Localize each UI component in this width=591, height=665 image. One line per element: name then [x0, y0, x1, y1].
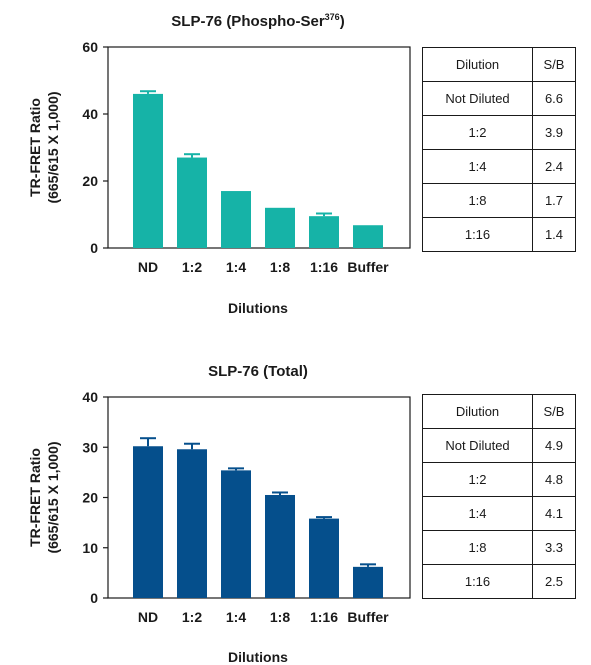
y-tick-label: 40: [82, 106, 98, 122]
x-tick-label: 1:2: [182, 609, 202, 625]
bar: [353, 225, 383, 248]
table-cell-sb: 1.7: [532, 183, 576, 218]
table-cell-sb: 4.8: [532, 462, 576, 497]
x-tick-label: ND: [138, 609, 158, 625]
bar: [265, 494, 295, 598]
chart-title: SLP-76 (Total): [208, 363, 308, 380]
table-header-sb: S/B: [532, 47, 576, 82]
x-tick-label: 1:8: [270, 609, 290, 625]
bar: [309, 216, 339, 248]
table-row: 1:8 3.3: [422, 530, 576, 565]
x-tick-label: 1:16: [310, 259, 338, 275]
y-axis-label-line1: TR-FRET Ratio: [27, 98, 43, 197]
table-row: 1:16 2.5: [422, 564, 576, 599]
table-cell-sb: 3.3: [532, 530, 576, 565]
table-row: Not Diluted 6.6: [422, 81, 576, 116]
total-sb-table: Dilution S/B Not Diluted 4.9 1:2 4.8 1:4…: [422, 394, 576, 599]
bar: [265, 207, 295, 248]
table-cell-sb: 2.5: [532, 564, 576, 599]
y-tick-label: 10: [82, 540, 98, 556]
phospho-chart-panel: SLP-76 (Phospho-Ser376) 0 20 40 60 ND 1:2 1:4 1:…: [0, 0, 591, 330]
table-cell-dilution: 1:8: [422, 183, 533, 218]
x-tick-label: Buffer: [347, 259, 389, 275]
chart-title: SLP-76 (Phospho-Ser376): [171, 12, 344, 30]
bar: [177, 157, 207, 248]
table-row: 1:4 2.4: [422, 149, 576, 184]
table-cell-dilution: 1:8: [422, 530, 533, 565]
x-tick-label: 1:8: [270, 259, 290, 275]
table-header-row: Dilution S/B: [422, 394, 576, 429]
y-axis-label-line2: (665/615 X 1,000): [45, 91, 61, 203]
table-row: 1:4 4.1: [422, 496, 576, 531]
table-header-dilution: Dilution: [422, 47, 533, 82]
bar: [221, 191, 251, 248]
bar: [133, 93, 163, 249]
x-axis-label: Dilutions: [228, 649, 288, 665]
bar: [177, 449, 207, 598]
table-row: 1:8 1.7: [422, 183, 576, 218]
x-tick-label: 1:4: [226, 609, 246, 625]
table-cell-dilution: 1:4: [422, 496, 533, 531]
table-cell-dilution: Not Diluted: [422, 81, 533, 116]
x-tick-label: 1:4: [226, 259, 246, 275]
table-cell-dilution: 1:2: [422, 462, 533, 497]
table-cell-sb: 4.9: [532, 428, 576, 463]
y-tick-label: 60: [82, 39, 98, 55]
table-header-dilution: Dilution: [422, 394, 533, 429]
table-row: 1:2 3.9: [422, 115, 576, 150]
plot-frame: [107, 46, 411, 249]
y-tick-label: 20: [82, 490, 98, 506]
bar: [133, 446, 163, 598]
table-cell-dilution: 1:4: [422, 149, 533, 184]
bar: [221, 470, 251, 598]
y-tick-label: 30: [82, 439, 98, 455]
x-tick-label: 1:2: [182, 259, 202, 275]
y-tick-label: 0: [90, 590, 98, 606]
x-tick-label: ND: [138, 259, 158, 275]
x-tick-label: Buffer: [347, 609, 389, 625]
table-header-sb: S/B: [532, 394, 576, 429]
table-row: Not Diluted 4.9: [422, 428, 576, 463]
table-cell-sb: 1.4: [532, 217, 576, 252]
y-tick-label: 0: [90, 240, 98, 256]
x-axis-label: Dilutions: [228, 300, 288, 316]
total-chart-panel: SLP-76 (Total) 0 10 20 30 40 ND 1:2 1:4 1:8 1:16 Bu…: [0, 350, 591, 665]
y-axis-label-line1: TR-FRET Ratio: [27, 448, 43, 547]
table-cell-dilution: 1:16: [422, 564, 533, 599]
table-cell-dilution: 1:16: [422, 217, 533, 252]
table-row: 1:16 1.4: [422, 217, 576, 252]
y-tick-label: 40: [82, 389, 98, 405]
bar: [309, 518, 339, 598]
table-cell-sb: 3.9: [532, 115, 576, 150]
table-cell-sb: 6.6: [532, 81, 576, 116]
table-header-row: Dilution S/B: [422, 47, 576, 82]
table-cell-dilution: Not Diluted: [422, 428, 533, 463]
table-cell-dilution: 1:2: [422, 115, 533, 150]
x-tick-label: 1:16: [310, 609, 338, 625]
y-axis-label-line2: (665/615 X 1,000): [45, 441, 61, 553]
y-tick-label: 20: [82, 173, 98, 189]
phospho-sb-table: Dilution S/B Not Diluted 6.6 1:2 3.9 1:4…: [422, 47, 576, 252]
bar: [353, 566, 383, 598]
table-row: 1:2 4.8: [422, 462, 576, 497]
table-cell-sb: 2.4: [532, 149, 576, 184]
phospho-bar-chart: SLP-76 (Phospho-Ser376) 0 20 40 60 ND 1:2 1:4 1:…: [27, 12, 411, 316]
table-cell-sb: 4.1: [532, 496, 576, 531]
total-bar-chart: SLP-76 (Total) 0 10 20 30 40 ND 1:2 1:4 1:8 1:16 Bu…: [27, 363, 411, 665]
